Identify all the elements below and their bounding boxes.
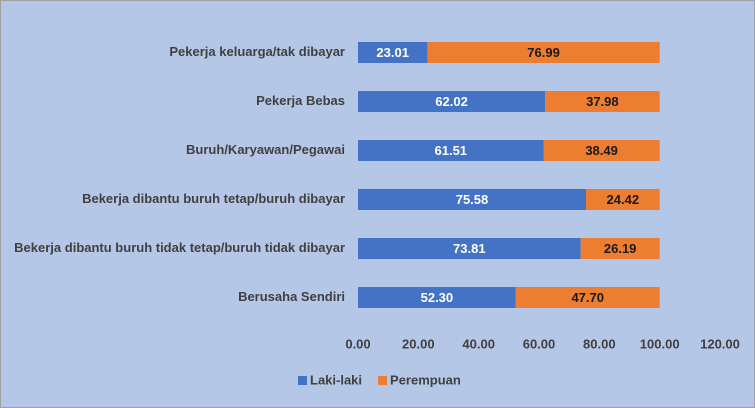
data-label: 62.02 bbox=[435, 94, 468, 109]
legend-swatch bbox=[298, 376, 307, 385]
bar-segment bbox=[358, 287, 516, 308]
bar-segment bbox=[358, 238, 581, 259]
bar-segment bbox=[543, 140, 660, 161]
bar-segment bbox=[358, 140, 544, 161]
bar-segment bbox=[358, 91, 546, 112]
data-label: 73.81 bbox=[453, 241, 486, 256]
bar-segment bbox=[515, 287, 660, 308]
x-tick-label: 20.00 bbox=[402, 336, 435, 351]
y-tick-label: Pekerja keluarga/tak dibayar bbox=[169, 44, 345, 59]
data-label: 61.51 bbox=[435, 143, 468, 158]
data-label: 47.70 bbox=[571, 290, 604, 305]
x-tick-label: 100.00 bbox=[640, 336, 680, 351]
y-tick-label: Bekerja dibantu buruh tidak tetap/buruh … bbox=[14, 240, 345, 255]
data-label: 26.19 bbox=[604, 241, 637, 256]
x-tick-label: 80.00 bbox=[583, 336, 616, 351]
y-tick-label: Berusaha Sendiri bbox=[238, 289, 345, 304]
bar-segment bbox=[585, 189, 660, 210]
legend-swatch bbox=[378, 376, 388, 385]
bar-segment bbox=[427, 42, 660, 63]
data-label: 75.58 bbox=[456, 192, 489, 207]
data-label: 23.01 bbox=[376, 45, 409, 60]
x-tick-label: 0.00 bbox=[345, 336, 370, 351]
bar-segment bbox=[358, 189, 586, 210]
x-tick-label: 120.00 bbox=[700, 336, 740, 351]
legend-label: Perempuan bbox=[390, 372, 461, 387]
data-label: 24.42 bbox=[607, 192, 640, 207]
y-tick-label: Bekerja dibantu buruh tetap/buruh dibaya… bbox=[82, 191, 345, 206]
data-label: 76.99 bbox=[527, 45, 560, 60]
data-label: 37.98 bbox=[586, 94, 619, 109]
bar-segment bbox=[358, 42, 428, 63]
x-tick-label: 60.00 bbox=[523, 336, 556, 351]
x-tick-label: 40.00 bbox=[462, 336, 495, 351]
legend-label: Laki-laki bbox=[310, 372, 362, 387]
data-label: 52.30 bbox=[421, 290, 454, 305]
bar-segment bbox=[545, 91, 660, 112]
data-label: 38.49 bbox=[585, 143, 618, 158]
y-tick-label: Buruh/Karyawan/Pegawai bbox=[186, 142, 345, 157]
bar-segment bbox=[580, 238, 660, 259]
y-tick-label: Pekerja Bebas bbox=[256, 93, 345, 108]
